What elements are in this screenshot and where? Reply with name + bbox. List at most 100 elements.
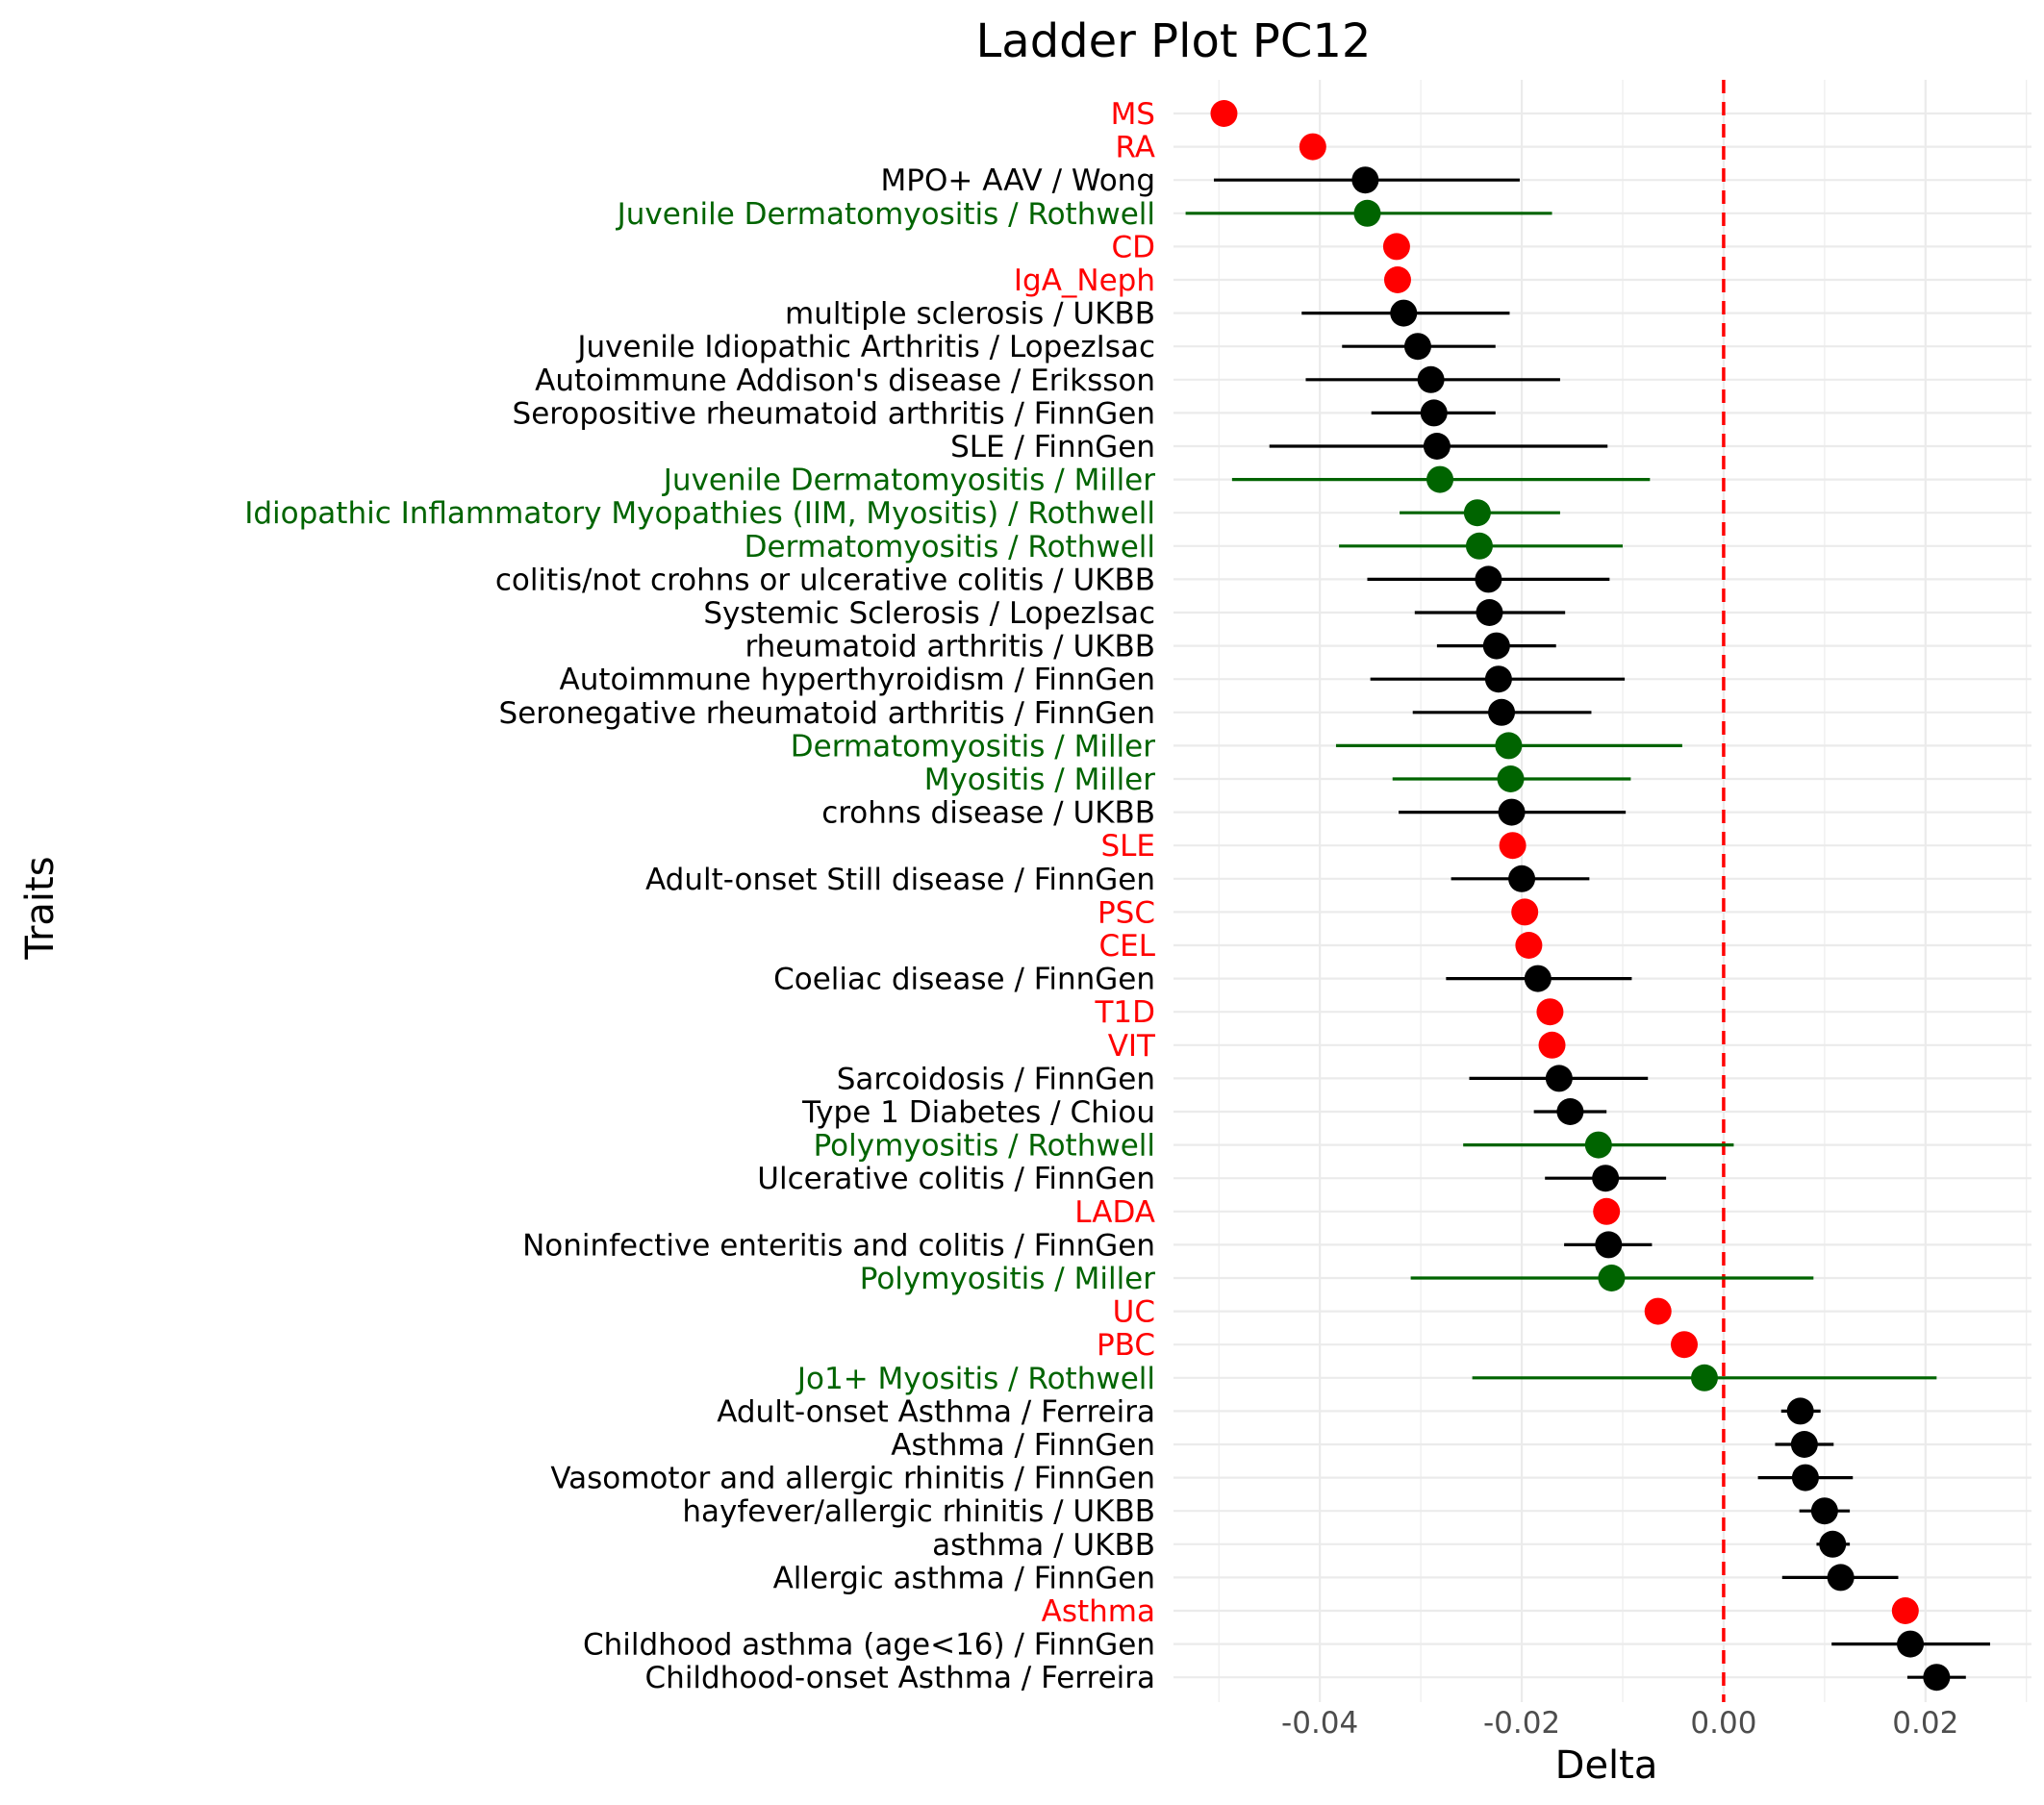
trait-label: Asthma <box>1042 1594 1155 1629</box>
data-point <box>1584 1131 1612 1159</box>
data-point <box>1465 532 1493 560</box>
trait-label: VIT <box>1108 1029 1156 1064</box>
trait-label: Polymyositis / Rothwell <box>814 1129 1155 1164</box>
chart-title: Ladder Plot PC12 <box>976 14 1372 68</box>
data-point <box>1463 499 1491 527</box>
trait-label: Coeliac disease / FinnGen <box>773 963 1155 997</box>
x-tick-labels: -0.04 -0.02 0.00 0.02 <box>1281 1706 1958 1741</box>
trait-label: Juvenile Dermatomyositis / Rothwell <box>616 197 1155 232</box>
trait-label: Dermatomyositis / Rothwell <box>744 530 1155 564</box>
data-point <box>1810 1497 1838 1525</box>
data-point <box>1819 1530 1847 1558</box>
data-point <box>1383 266 1411 293</box>
trait-label: Ulcerative colitis / FinnGen <box>757 1162 1155 1196</box>
data-point <box>1482 632 1510 660</box>
trait-label: Juvenile Idiopathic Arthritis / LopezIsa… <box>575 330 1155 364</box>
data-point <box>1476 599 1503 626</box>
trait-label: Juvenile Dermatomyositis / Miller <box>662 464 1155 498</box>
trait-label: Allergic asthma / FinnGen <box>773 1561 1155 1595</box>
data-point <box>1423 433 1451 460</box>
trait-label: multiple sclerosis / UKBB <box>785 297 1155 332</box>
trait-label: IgA_Neph <box>1014 263 1155 298</box>
data-point <box>1923 1664 1951 1692</box>
data-point <box>1593 1197 1621 1225</box>
data-point <box>1790 1431 1818 1458</box>
trait-label: Noninfective enteritis and colitis / Fin… <box>522 1228 1155 1263</box>
data-point <box>1299 133 1326 161</box>
trait-label: Vasomotor and allergic rhinitis / FinnGe… <box>550 1462 1155 1496</box>
data-point <box>1210 100 1238 127</box>
trait-label: Adult-onset Still disease / FinnGen <box>645 863 1155 897</box>
data-point <box>1556 1098 1584 1125</box>
data-point <box>1598 1265 1626 1291</box>
trait-label: asthma / UKBB <box>932 1528 1155 1563</box>
trait-label: Seronegative rheumatoid arthritis / Finn… <box>499 696 1155 731</box>
data-points <box>1185 100 1990 1692</box>
data-point <box>1791 1464 1819 1492</box>
trait-label: Childhood-onset Asthma / Ferreira <box>645 1661 1155 1695</box>
data-point <box>1671 1331 1699 1359</box>
trait-label: Adult-onset Asthma / Ferreira <box>717 1394 1155 1429</box>
data-point <box>1644 1297 1672 1325</box>
data-point <box>1545 1065 1573 1092</box>
data-point <box>1827 1564 1855 1592</box>
x-tick-label: -0.02 <box>1483 1706 1560 1741</box>
data-point <box>1508 865 1536 892</box>
trait-label: Asthma / FinnGen <box>891 1428 1155 1463</box>
y-axis-title: Traits <box>18 856 63 960</box>
trait-label: Idiopathic Inflammatory Myopathies (IIM,… <box>244 496 1155 531</box>
trait-label: Dermatomyositis / Miller <box>791 729 1155 764</box>
trait-label: PSC <box>1098 895 1155 930</box>
x-tick-label: -0.04 <box>1281 1706 1358 1741</box>
data-point <box>1497 765 1525 792</box>
data-point <box>1499 832 1527 860</box>
trait-label: rheumatoid arthritis / UKBB <box>744 630 1155 664</box>
data-point <box>1426 465 1454 493</box>
data-point <box>1484 665 1512 693</box>
data-point <box>1524 965 1552 992</box>
data-point <box>1786 1397 1814 1425</box>
x-tick-label: 0.00 <box>1690 1706 1756 1741</box>
data-point <box>1495 732 1523 760</box>
data-point <box>1420 399 1448 427</box>
data-point <box>1891 1597 1919 1624</box>
data-point <box>1897 1630 1925 1658</box>
trait-label: Type 1 Diabetes / Chiou <box>801 1095 1155 1130</box>
trait-label: SLE <box>1100 829 1155 864</box>
trait-label: Polymyositis / Miller <box>860 1262 1156 1296</box>
data-point <box>1417 365 1445 393</box>
data-point <box>1475 565 1502 593</box>
trait-label: MPO+ AAV / Wong <box>881 163 1155 198</box>
data-point <box>1382 233 1410 261</box>
trait-label: Childhood asthma (age<16) / FinnGen <box>583 1628 1155 1663</box>
data-point <box>1538 1031 1566 1059</box>
data-point <box>1595 1231 1623 1259</box>
trait-label: SLE / FinnGen <box>950 430 1155 464</box>
data-point <box>1592 1165 1620 1192</box>
trait-label: CEL <box>1098 929 1155 964</box>
data-point <box>1390 299 1418 327</box>
x-axis-title: Delta <box>1555 1743 1658 1788</box>
x-tick-label: 0.02 <box>1892 1706 1958 1741</box>
trait-label: Seropositive rheumatoid arthritis / Finn… <box>513 396 1155 431</box>
trait-label: Sarcoidosis / FinnGen <box>837 1062 1155 1096</box>
trait-label: Jo1+ Myositis / Rothwell <box>795 1362 1155 1396</box>
trait-label: Autoimmune hyperthyroidism / FinnGen <box>559 663 1155 697</box>
data-point <box>1515 932 1543 959</box>
trait-label: PBC <box>1097 1328 1155 1363</box>
trait-label: colitis/not crohns or ulcerative colitis… <box>495 563 1155 597</box>
trait-label: LADA <box>1074 1195 1155 1230</box>
trait-label: hayfever/allergic rhinitis / UKBB <box>682 1494 1155 1529</box>
data-point <box>1353 199 1381 227</box>
trait-label: RA <box>1116 131 1156 165</box>
data-point <box>1690 1364 1718 1391</box>
grid-lines <box>1173 80 2031 1702</box>
data-point <box>1351 166 1379 194</box>
trait-label: UC <box>1113 1295 1155 1330</box>
trait-label: Myositis / Miller <box>924 763 1156 797</box>
data-point <box>1498 798 1526 826</box>
trait-label: T1D <box>1094 995 1155 1030</box>
trait-label: MS <box>1111 97 1155 132</box>
